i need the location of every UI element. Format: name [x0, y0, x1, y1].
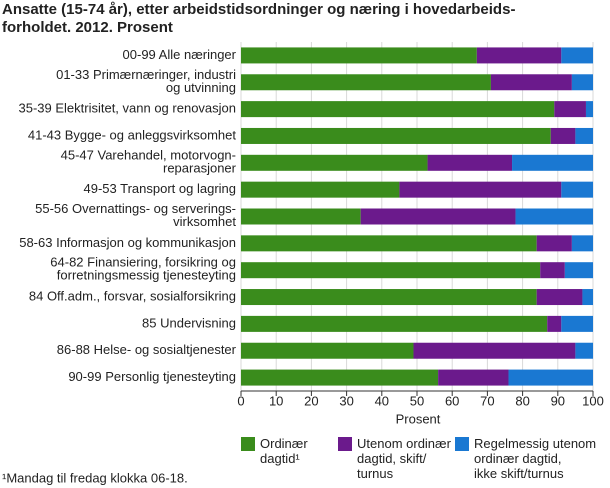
- x-tick-label: 90: [551, 393, 565, 408]
- bar-segment: [427, 154, 513, 171]
- bar-segment: [561, 181, 593, 198]
- chart-title: Ansatte (15-74 år), etter arbeidstidsord…: [2, 1, 515, 36]
- legend-swatch: [455, 437, 469, 451]
- y-tick-label: 84 Off.adm., forsvar, sosialforsikring: [29, 288, 236, 303]
- bar-segment: [582, 289, 593, 306]
- bar-segment: [550, 127, 576, 144]
- bar-segment: [438, 369, 509, 386]
- bar-segment: [536, 289, 583, 306]
- bar-segment: [241, 235, 537, 252]
- x-tick-label: 10: [269, 393, 283, 408]
- x-tick-label: 50: [410, 393, 424, 408]
- bar-segment: [241, 262, 541, 279]
- bar-segment: [241, 127, 551, 144]
- legend-label: Utenom ordinær dagtid, skift/turnus: [357, 436, 452, 481]
- legend-swatch: [338, 437, 352, 451]
- y-tick-label: 86-88 Helse- og sosialtjenester: [57, 342, 237, 357]
- bar-segment: [241, 47, 477, 64]
- y-tick-label: 45-47 Varehandel, motorvogn-reparasjoner: [61, 148, 237, 176]
- bar-segment: [561, 315, 593, 332]
- bar-segment: [241, 74, 491, 91]
- footnote: ¹Mandag til fredag klokka 06-18.: [2, 470, 188, 485]
- x-tick-label: 70: [480, 393, 494, 408]
- y-tick-label: 00-99 Alle næringer: [123, 47, 237, 62]
- bar-segment: [476, 47, 562, 64]
- legend-label: Ordinær dagtid¹: [260, 436, 308, 466]
- bar-segment: [561, 47, 593, 64]
- bar-segment: [490, 74, 572, 91]
- bar-segment: [241, 181, 400, 198]
- bar-segment: [241, 315, 548, 332]
- bar-segment: [241, 101, 555, 118]
- x-tick-label: 60: [445, 393, 459, 408]
- y-tick-label: 49-53 Transport og lagring: [84, 181, 236, 196]
- y-tick-label: 01-33 Primærnæringer, industri og utvinni…: [56, 67, 236, 95]
- y-tick-label: 64-82 Finansiering, forsikring og forretn…: [50, 255, 236, 283]
- y-tick-label: 41-43 Bygge- og anleggsvirksomhet: [28, 127, 237, 142]
- y-tick-label: 35-39 Elektrisitet, vann og renovasjon: [18, 101, 236, 116]
- x-tick-label: 80: [515, 393, 529, 408]
- bar-segment: [575, 127, 593, 144]
- bar-segment: [241, 154, 428, 171]
- y-tick-label: 90-99 Personlig tjenesteyting: [68, 369, 236, 384]
- y-tick-label: 85 Undervisning: [142, 315, 236, 330]
- legend-label: Regelmessig utenom ordinær dagtid, ikke sk…: [474, 436, 596, 481]
- x-tick-label: 100: [582, 393, 604, 408]
- x-tick-label: 0: [237, 393, 244, 408]
- bar-segment: [413, 342, 576, 359]
- bar-segment: [554, 101, 586, 118]
- bar-segment: [547, 315, 562, 332]
- legend-swatch: [241, 437, 255, 451]
- bar-segment: [540, 262, 565, 279]
- x-tick-label: 20: [304, 393, 318, 408]
- bar-segment: [536, 235, 572, 252]
- bar-segment: [360, 208, 516, 225]
- bar-segment: [515, 208, 593, 225]
- bar-segment: [571, 235, 593, 252]
- bar-segment: [575, 342, 593, 359]
- bar-segment: [241, 369, 439, 386]
- x-axis-label: Prosent: [396, 411, 441, 426]
- bar-segment: [508, 369, 593, 386]
- bar-segment: [571, 74, 593, 91]
- bar-segment: [512, 154, 593, 171]
- bar-segment: [585, 101, 593, 118]
- x-tick-label: 40: [375, 393, 389, 408]
- y-tick-label: 55-56 Overnattings- og serverings-virkso…: [35, 201, 236, 229]
- bar-segment: [564, 262, 593, 279]
- y-tick-label: 58-63 Informasjon og kommunikasjon: [19, 235, 236, 250]
- bar-segment: [399, 181, 562, 198]
- bar-segment: [241, 208, 361, 225]
- bar-segment: [241, 289, 537, 306]
- x-tick-label: 30: [339, 393, 353, 408]
- bar-segment: [241, 342, 414, 359]
